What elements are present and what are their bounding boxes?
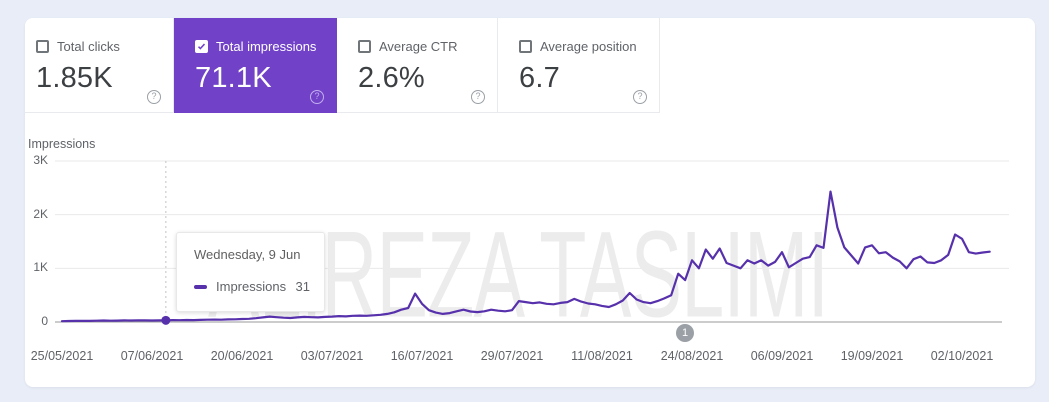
x-axis-tick-label: 16/07/2021 <box>390 349 454 363</box>
x-axis-tick-label: 20/06/2021 <box>210 349 274 363</box>
tooltip-value: 31 <box>295 279 310 294</box>
hovered-data-point <box>161 315 171 325</box>
x-axis-tick-label: 06/09/2021 <box>750 349 814 363</box>
x-axis-tick-label: 25/05/2021 <box>30 349 94 363</box>
metric-card-value: 6.7 <box>519 62 560 94</box>
metric-card-label: Total clicks <box>57 39 120 54</box>
help-icon[interactable]: ? <box>147 90 161 104</box>
annotation-badge[interactable]: 1 <box>676 324 695 342</box>
metric-card-average-ctr[interactable]: Average CTR 2.6% ? <box>337 18 498 113</box>
check-icon <box>197 43 206 50</box>
performance-panel: Total clicks 1.85K ? Total impressions 7… <box>25 18 1035 387</box>
metric-card-value: 71.1K <box>195 62 272 94</box>
metric-cards-row: Total clicks 1.85K ? Total impressions 7… <box>25 18 1035 113</box>
metric-card-total-clicks[interactable]: Total clicks 1.85K ? <box>25 18 174 113</box>
x-axis-tick-label: 02/10/2021 <box>930 349 994 363</box>
x-axis-tick-label: 11/08/2021 <box>571 349 633 363</box>
metric-card-label: Average position <box>540 39 637 54</box>
metric-card-label: Average CTR <box>379 39 458 54</box>
average-ctr-checkbox[interactable] <box>358 40 371 53</box>
chart-tooltip: Wednesday, 9 Jun Impressions 31 <box>176 232 325 312</box>
metric-card-total-impressions[interactable]: Total impressions 71.1K ? <box>174 18 337 113</box>
x-axis-tick-label: 19/09/2021 <box>840 349 904 363</box>
x-axis-tick-label: 24/08/2021 <box>660 349 724 363</box>
help-icon[interactable]: ? <box>633 90 647 104</box>
total-impressions-checkbox[interactable] <box>195 40 208 53</box>
y-axis-tick-label: 1K <box>33 260 48 275</box>
y-axis-tick-label: 3K <box>33 152 48 167</box>
metric-card-value: 1.85K <box>36 62 113 94</box>
series-color-dash-icon <box>194 284 207 289</box>
x-axis-tick-label: 03/07/2021 <box>300 349 364 363</box>
metric-card-average-position[interactable]: Average position 6.7 ? <box>498 18 660 113</box>
help-icon[interactable]: ? <box>471 90 485 104</box>
metric-card-value: 2.6% <box>358 62 425 94</box>
tooltip-date: Wednesday, 9 Jun <box>194 247 301 262</box>
total-clicks-checkbox[interactable] <box>36 40 49 53</box>
tooltip-series-label: Impressions <box>216 279 287 294</box>
average-position-checkbox[interactable] <box>519 40 532 53</box>
y-axis-tick-label: 0 <box>41 314 48 328</box>
help-icon[interactable]: ? <box>310 90 324 104</box>
x-axis-tick-label: 29/07/2021 <box>480 349 544 363</box>
y-axis-title: Impressions <box>28 137 96 151</box>
x-axis-tick-label: 07/06/2021 <box>120 349 184 363</box>
metric-card-label: Total impressions <box>216 39 317 54</box>
y-axis-tick-label: 2K <box>33 206 48 221</box>
